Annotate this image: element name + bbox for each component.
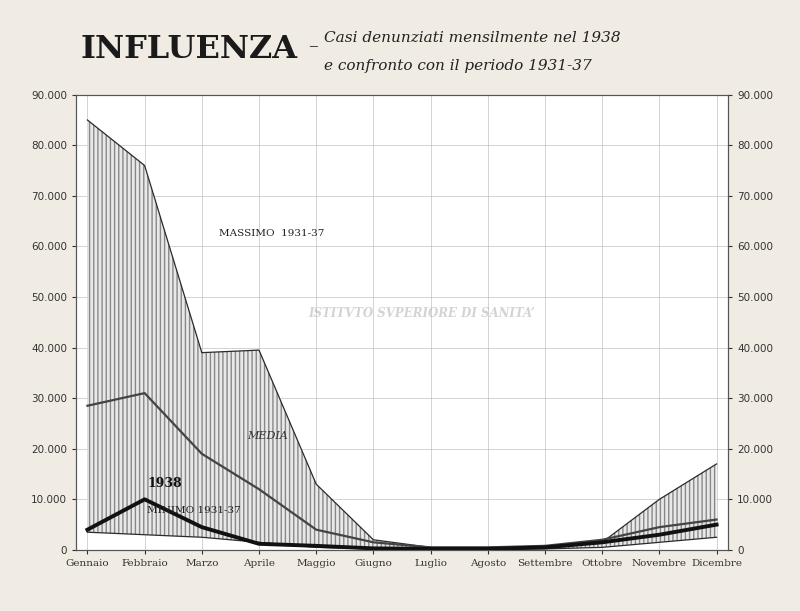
Text: e confronto con il periodo 1931-37: e confronto con il periodo 1931-37	[324, 59, 592, 73]
Text: 1938: 1938	[147, 477, 182, 489]
Text: –: –	[308, 37, 318, 54]
Text: INFLUENZA: INFLUENZA	[80, 34, 297, 65]
Text: MASSIMO  1931-37: MASSIMO 1931-37	[219, 229, 324, 238]
Text: MINIMO 1931-37: MINIMO 1931-37	[147, 507, 242, 516]
Text: Casi denunziati mensilmente nel 1938: Casi denunziati mensilmente nel 1938	[324, 31, 621, 45]
Text: MEDIA: MEDIA	[247, 431, 288, 441]
Text: ISTITVTO SVPERIORE DI SANITA’: ISTITVTO SVPERIORE DI SANITA’	[308, 307, 535, 320]
